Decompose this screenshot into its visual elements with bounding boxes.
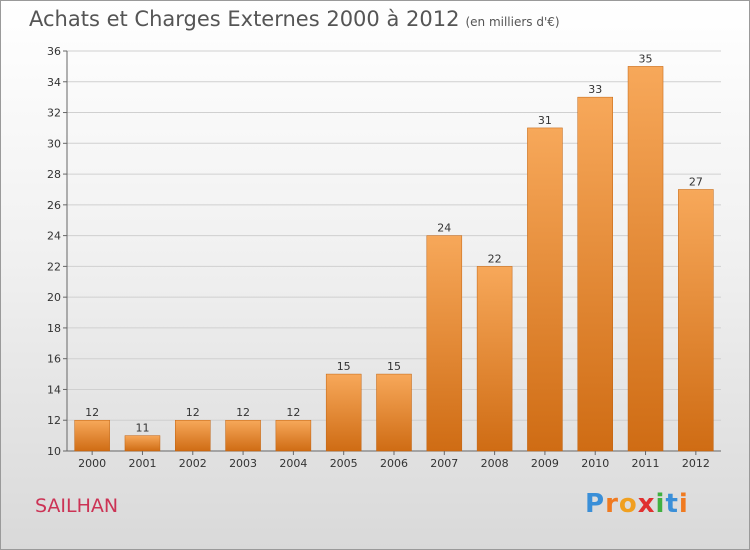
x-tick-label: 2001	[128, 457, 156, 470]
y-tick-label: 34	[47, 76, 61, 89]
proxiti-logo: Proxiti	[585, 489, 689, 519]
logo-letter: i	[678, 489, 689, 519]
logo-letter: x	[637, 489, 656, 519]
chart-title-text: Achats et Charges Externes 2000 à 2012	[29, 7, 460, 31]
x-tick-label: 2011	[632, 457, 660, 470]
bar	[175, 419, 211, 452]
logo-letter: r	[605, 489, 619, 519]
y-tick-label: 14	[47, 383, 61, 396]
bar-value-label: 24	[437, 222, 451, 235]
bar-value-label: 35	[639, 52, 653, 65]
bar	[376, 373, 412, 452]
y-tick-label: 12	[47, 414, 61, 427]
y-tick-label: 24	[47, 230, 61, 243]
bar-value-label: 27	[689, 175, 703, 188]
bar	[527, 127, 563, 452]
logo-letter: t	[665, 489, 679, 519]
bar-value-label: 22	[488, 252, 502, 265]
bar	[74, 419, 110, 452]
x-tick-label: 2007	[430, 457, 458, 470]
bar	[275, 419, 312, 452]
y-tick-label: 16	[47, 353, 61, 366]
x-tick-label: 2002	[179, 457, 207, 470]
bar-value-label: 12	[186, 406, 200, 419]
y-tick-label: 32	[47, 107, 61, 120]
logo-letter: o	[618, 489, 638, 519]
bar-value-label: 12	[236, 406, 250, 419]
x-tick-label: 2005	[330, 457, 358, 470]
x-tick-label: 2012	[682, 457, 710, 470]
x-tick-label: 2008	[481, 457, 509, 470]
chart-unit: (en milliers d'€)	[465, 15, 560, 29]
chart-title: Achats et Charges Externes 2000 à 2012 (e…	[29, 7, 560, 31]
bar	[577, 96, 613, 452]
x-tick-label: 2000	[78, 457, 106, 470]
bar	[426, 235, 463, 452]
y-tick-label: 30	[47, 137, 61, 150]
bar	[476, 266, 513, 452]
commune-name: SAILHAN	[35, 495, 119, 517]
y-tick-label: 18	[47, 322, 61, 335]
bar-value-label: 33	[588, 83, 602, 96]
bar	[225, 419, 261, 452]
y-tick-label: 20	[47, 291, 61, 304]
bar	[124, 435, 161, 452]
bar-value-label: 11	[135, 422, 149, 435]
bar	[325, 373, 362, 452]
y-tick-label: 28	[47, 168, 61, 181]
x-tick-label: 2006	[380, 457, 408, 470]
x-tick-label: 2010	[581, 457, 609, 470]
logo-letter: i	[655, 489, 666, 519]
logo-letter: P	[585, 489, 606, 519]
bar-value-label: 15	[337, 360, 351, 373]
bar-value-label: 12	[286, 406, 300, 419]
y-tick-label: 36	[47, 45, 61, 58]
bar-value-label: 12	[85, 406, 99, 419]
bar	[678, 189, 714, 452]
x-tick-label: 2004	[279, 457, 307, 470]
bar-value-label: 15	[387, 360, 401, 373]
y-tick-label: 22	[47, 260, 61, 273]
bar	[627, 66, 664, 452]
x-tick-label: 2009	[531, 457, 559, 470]
y-tick-label: 10	[47, 445, 61, 458]
y-tick-label: 26	[47, 199, 61, 212]
x-tick-label: 2003	[229, 457, 257, 470]
bar-value-label: 31	[538, 114, 552, 127]
